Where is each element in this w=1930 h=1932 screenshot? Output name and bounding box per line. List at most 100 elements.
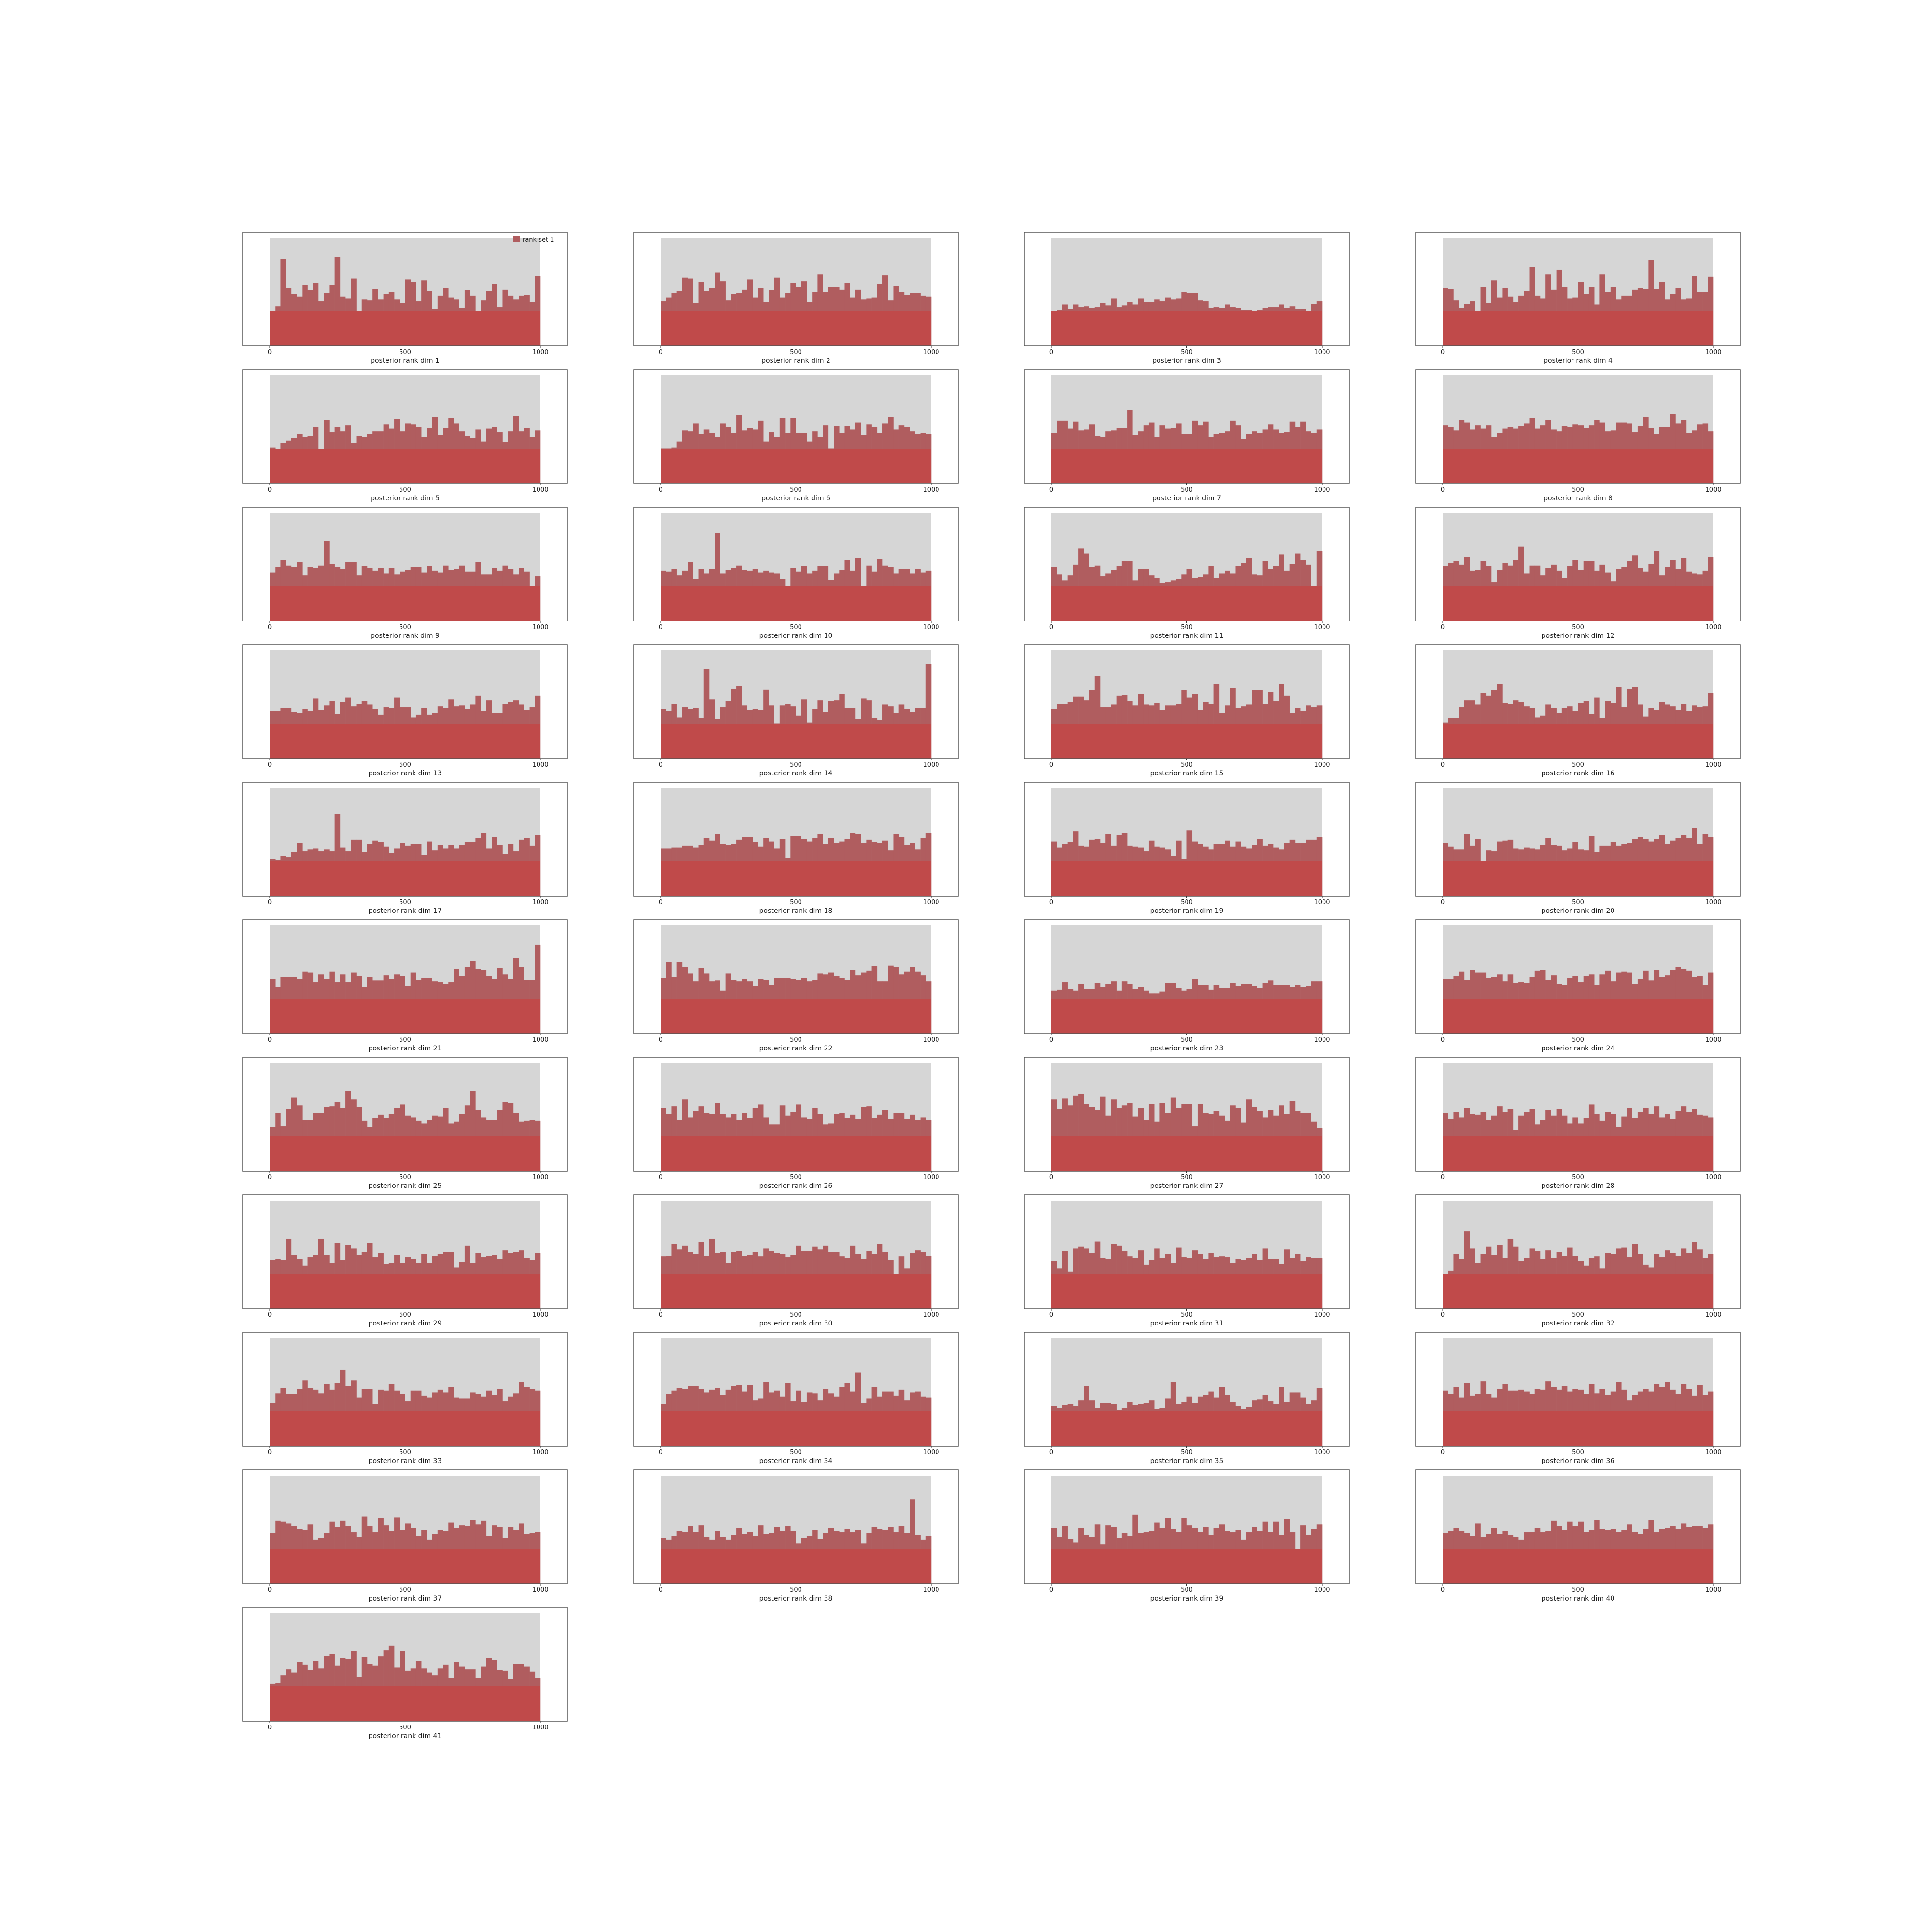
panel-39: 0 500 1000 posterior rank dim 39 <box>1024 1469 1350 1602</box>
panel-37: 0 500 1000 posterior rank dim 37 <box>242 1469 568 1602</box>
panel-3: 0 500 1000 posterior rank dim 3 <box>1024 232 1350 365</box>
x-tick-label: 500 <box>399 624 411 631</box>
histogram-bar <box>345 1091 351 1171</box>
x-tick-label: 1000 <box>532 1311 548 1319</box>
x-tick-label: 500 <box>1572 1449 1584 1456</box>
lower-band <box>270 999 540 1034</box>
legend-swatch <box>513 236 520 242</box>
x-tick-label: 500 <box>1181 624 1193 631</box>
panel-35: 0 500 1000 posterior rank dim 35 <box>1024 1332 1350 1465</box>
lower-band <box>1443 999 1713 1034</box>
histogram-bar <box>731 688 737 759</box>
x-axis-label: posterior rank dim 27 <box>1150 1182 1224 1190</box>
x-tick-label: 500 <box>399 761 411 769</box>
lower-band <box>1051 586 1322 621</box>
histogram-bar <box>334 257 341 346</box>
x-tick-label: 500 <box>1572 1036 1584 1044</box>
x-tick-label: 1000 <box>1705 486 1721 494</box>
x-axis-label: posterior rank dim 2 <box>761 357 830 365</box>
histogram-bar <box>817 274 823 346</box>
x-tick-label: 0 <box>268 1724 272 1731</box>
lower-band <box>661 861 931 896</box>
panel-7: 0 500 1000 posterior rank dim 7 <box>1024 369 1350 502</box>
x-tick-label: 0 <box>1049 1311 1053 1319</box>
histogram-bar <box>666 962 672 1034</box>
histogram-bar <box>1545 274 1551 346</box>
histogram-bar <box>855 1372 861 1446</box>
lower-band <box>661 1549 931 1584</box>
x-tick-label: 500 <box>1572 349 1584 356</box>
lower-band <box>661 1136 931 1171</box>
lower-band <box>661 311 931 346</box>
x-tick-label: 500 <box>399 1449 411 1456</box>
x-tick-label: 0 <box>659 1174 662 1181</box>
x-tick-label: 0 <box>268 1174 272 1181</box>
x-tick-label: 1000 <box>1705 761 1721 769</box>
histogram-bar <box>703 669 710 759</box>
panel-1: 0 500 1000 posterior rank dim 1 rank set 1 <box>242 232 568 365</box>
histogram-bar <box>715 533 720 621</box>
panel-23: 0 500 1000 posterior rank dim 23 <box>1024 919 1350 1052</box>
panel-31: 0 500 1000 posterior rank dim 31 <box>1024 1194 1350 1327</box>
x-tick-label: 0 <box>659 1311 662 1319</box>
histogram-bar <box>1170 1097 1176 1171</box>
legend: rank set 1 <box>513 236 554 244</box>
panel-16: 0 500 1000 posterior rank dim 16 <box>1415 644 1741 777</box>
lower-band <box>661 586 931 621</box>
histogram-bar <box>1279 684 1284 759</box>
x-tick-label: 0 <box>1049 486 1053 494</box>
lower-band <box>270 861 540 896</box>
panel-40: 0 500 1000 posterior rank dim 40 <box>1415 1469 1741 1602</box>
lower-band <box>1051 1136 1322 1171</box>
x-axis-label: posterior rank dim 23 <box>1150 1045 1224 1052</box>
lower-band <box>270 1411 540 1446</box>
x-tick-label: 0 <box>268 899 272 906</box>
x-axis-label: posterior rank dim 19 <box>1150 907 1224 915</box>
panel-14: 0 500 1000 posterior rank dim 14 <box>633 644 959 777</box>
x-tick-label: 1000 <box>1705 899 1721 906</box>
x-tick-label: 1000 <box>1314 1311 1330 1319</box>
x-axis-label: posterior rank dim 1 <box>371 357 440 365</box>
x-axis-label: posterior rank dim 37 <box>369 1595 442 1602</box>
lower-band <box>270 724 540 759</box>
x-tick-label: 500 <box>1572 1587 1584 1594</box>
x-axis-label: posterior rank dim 40 <box>1542 1595 1615 1602</box>
x-tick-label: 500 <box>399 486 411 494</box>
x-tick-label: 500 <box>790 1174 802 1181</box>
x-tick-label: 0 <box>659 899 662 906</box>
histogram-bar <box>1100 1096 1106 1171</box>
x-axis-label: posterior rank dim 39 <box>1150 1595 1224 1602</box>
x-axis-label: posterior rank dim 38 <box>759 1595 833 1602</box>
x-axis-label: posterior rank dim 24 <box>1542 1045 1615 1052</box>
histogram-bar <box>1094 676 1101 759</box>
panel-11: 0 500 1000 posterior rank dim 11 <box>1024 507 1350 640</box>
x-tick-label: 1000 <box>1705 1449 1721 1456</box>
histogram-bar <box>1464 1231 1470 1309</box>
histogram-bar <box>1599 274 1605 346</box>
x-tick-label: 500 <box>790 486 802 494</box>
x-tick-label: 500 <box>1181 761 1193 769</box>
histogram-bar <box>1556 269 1562 346</box>
x-axis-label: posterior rank dim 8 <box>1544 495 1613 502</box>
x-tick-label: 1000 <box>1314 349 1330 356</box>
lower-band <box>1051 861 1322 896</box>
x-tick-label: 0 <box>1049 899 1053 906</box>
x-tick-label: 500 <box>1181 1311 1193 1319</box>
x-tick-label: 500 <box>790 1311 802 1319</box>
panel-8: 0 500 1000 posterior rank dim 8 <box>1415 369 1741 502</box>
x-tick-label: 1000 <box>1705 1174 1721 1181</box>
x-tick-label: 1000 <box>1705 1311 1721 1319</box>
x-tick-label: 0 <box>1049 1449 1053 1456</box>
x-tick-label: 1000 <box>1705 624 1721 631</box>
x-axis-label: posterior rank dim 30 <box>759 1320 833 1327</box>
x-tick-label: 0 <box>659 761 662 769</box>
x-tick-label: 1000 <box>1705 1036 1721 1044</box>
histogram-bar <box>1518 546 1524 621</box>
x-tick-label: 0 <box>1049 1174 1053 1181</box>
x-tick-label: 1000 <box>1705 349 1721 356</box>
histogram-bar <box>1230 688 1236 759</box>
x-tick-label: 0 <box>268 486 272 494</box>
histogram-bar <box>1316 551 1323 621</box>
lower-band <box>1051 1549 1322 1584</box>
